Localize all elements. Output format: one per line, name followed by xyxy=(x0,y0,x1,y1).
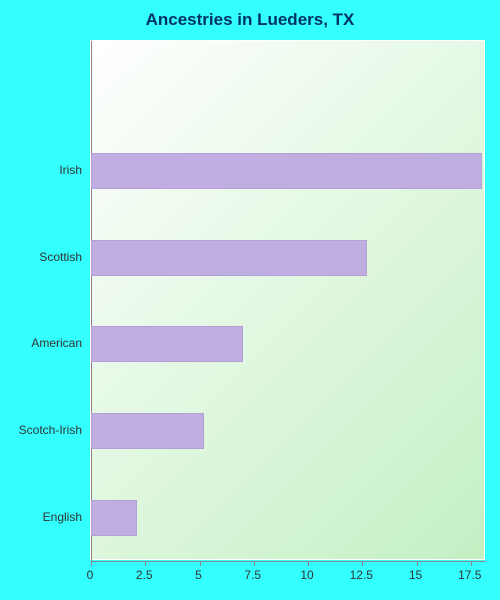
chart-container: Ancestries in Lueders, TX City-Data.com … xyxy=(0,0,500,600)
bar xyxy=(91,153,482,189)
x-tick-label: 15 xyxy=(409,568,422,582)
y-axis-label: English xyxy=(2,510,82,524)
y-axis-label: American xyxy=(2,336,82,350)
x-tick-label: 10 xyxy=(300,568,313,582)
plot-area xyxy=(90,40,485,560)
x-tick-label: 17.5 xyxy=(458,568,481,582)
x-tick-mark xyxy=(362,561,363,566)
bar xyxy=(91,240,367,276)
x-tick-mark xyxy=(91,561,92,566)
y-axis-label: Scottish xyxy=(2,250,82,264)
chart-title: Ancestries in Lueders, TX xyxy=(0,10,500,30)
bar xyxy=(91,413,204,449)
x-tick-mark xyxy=(145,561,146,566)
x-tick-mark xyxy=(417,561,418,566)
x-tick-label: 7.5 xyxy=(244,568,261,582)
x-tick-mark xyxy=(254,561,255,566)
x-tick-mark xyxy=(308,561,309,566)
x-tick-label: 0 xyxy=(87,568,94,582)
bar xyxy=(91,500,137,536)
y-axis-label: Scotch-Irish xyxy=(2,423,82,437)
x-tick-mark xyxy=(200,561,201,566)
x-tick-label: 12.5 xyxy=(350,568,373,582)
y-axis-label: Irish xyxy=(2,163,82,177)
bar xyxy=(91,326,243,362)
x-tick-label: 2.5 xyxy=(136,568,153,582)
x-tick-label: 5 xyxy=(195,568,202,582)
x-axis-line xyxy=(91,561,486,562)
y-axis-line xyxy=(91,41,92,561)
x-tick-mark xyxy=(471,561,472,566)
